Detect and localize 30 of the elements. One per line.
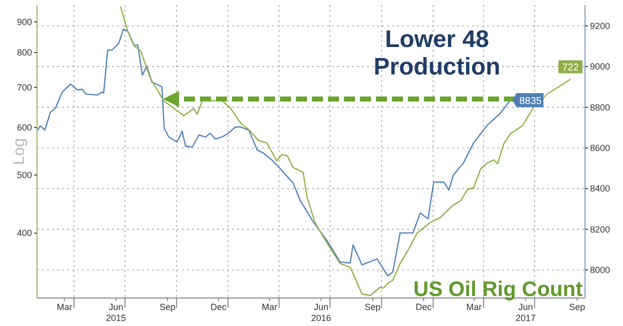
x-tick-label: Sep: [160, 302, 176, 312]
data-label: 722: [562, 62, 580, 74]
line-series: [36, 28, 512, 276]
y2-tick-label: 8800: [590, 102, 610, 112]
y2-tick-label: 8200: [590, 224, 610, 234]
y2-tick-label: 9200: [590, 20, 610, 31]
x-tick-label: Jun 2015: [106, 302, 126, 323]
x-tick-label: Mar: [466, 302, 482, 312]
y2-tick-label: 8000: [590, 264, 610, 275]
x-tick-label: Sep: [364, 302, 381, 312]
y2-tick-label: 8600: [590, 142, 610, 153]
x-tick-label: Dec: [416, 302, 432, 312]
x-tick-label: Jun 2016: [311, 302, 332, 323]
y-tick-label: 400: [16, 228, 32, 238]
data-label: 8835: [519, 96, 542, 108]
x-tick-label: Sep: [569, 302, 586, 312]
x-tick-label: Jun 2017: [516, 302, 536, 323]
annotation: Lower 48 Production: [374, 26, 500, 81]
y2-tick-label: 8400: [590, 184, 610, 194]
y-tick-label: 600: [16, 122, 32, 133]
y2-tick-label: 9000: [590, 62, 610, 72]
annotation: US Oil Rig Count: [413, 278, 583, 301]
x-tick-label: Mar: [262, 302, 278, 312]
x-tick-label: Mar: [56, 302, 72, 312]
y-tick-label: 900: [16, 16, 32, 27]
y-tick-label: 700: [16, 82, 32, 92]
y-axis-title: Log: [11, 138, 28, 165]
y-tick-label: 800: [16, 48, 32, 58]
y-tick-label: 500: [16, 170, 32, 180]
x-tick-label: Dec: [210, 302, 228, 312]
